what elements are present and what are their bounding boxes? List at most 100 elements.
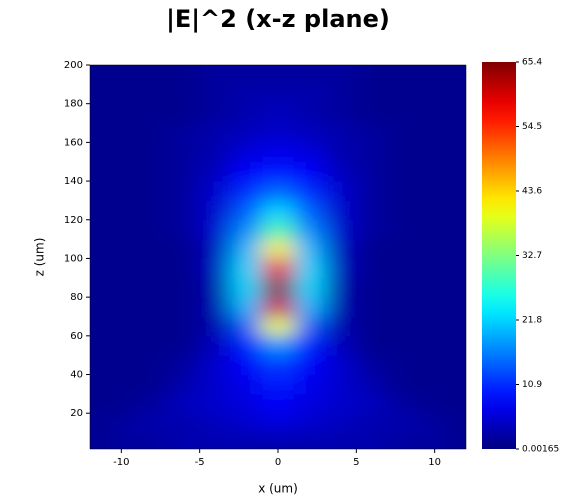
heat-cell	[262, 181, 295, 201]
heat-cell	[356, 335, 389, 356]
heat-cell	[356, 432, 389, 449]
heat-cell	[90, 181, 107, 201]
heat-cell	[168, 277, 201, 298]
heat-cell	[325, 123, 357, 143]
heat-cell	[105, 277, 138, 298]
heat-cell	[387, 432, 420, 449]
y-tick-label: 160	[64, 137, 83, 148]
heat-cell	[168, 374, 201, 395]
heat-cell	[137, 142, 169, 163]
heat-cell	[387, 258, 420, 279]
heat-cell	[262, 277, 295, 298]
heat-cell	[168, 200, 201, 221]
heat-cell	[90, 123, 107, 143]
heat-cell	[137, 335, 169, 356]
heat-cell	[450, 277, 466, 298]
heat-cell	[387, 219, 420, 240]
heat-cell	[137, 239, 169, 259]
heat-cell	[293, 374, 326, 395]
colorbar-tick-label: 32.7	[522, 251, 542, 261]
heat-cell	[168, 258, 201, 279]
colorbar-tick-label: 54.5	[522, 122, 542, 132]
heat-cell	[90, 161, 107, 182]
heat-cell	[356, 355, 389, 376]
heat-cell	[199, 103, 232, 124]
heat-cell	[199, 123, 232, 143]
heat-cell	[356, 219, 389, 240]
x-tick-label: 10	[428, 457, 441, 468]
heat-cell	[168, 316, 201, 337]
heat-cell	[325, 84, 357, 105]
heat-cell	[137, 103, 169, 124]
heat-cell	[137, 200, 169, 221]
heat-cell	[199, 297, 232, 317]
heat-cell	[325, 355, 357, 376]
heat-cell	[105, 161, 138, 182]
colorbar	[482, 62, 516, 449]
heat-cell	[325, 393, 357, 414]
heat-cell	[90, 103, 107, 124]
heat-cell	[231, 200, 263, 221]
heat-cell	[168, 103, 201, 124]
heat-cell	[137, 219, 169, 240]
heat-cell	[168, 123, 201, 143]
heat-cell	[293, 219, 326, 240]
heat-cell	[450, 84, 466, 105]
heat-cell	[231, 355, 263, 376]
heat-cell	[325, 219, 357, 240]
heat-cell	[105, 374, 138, 395]
y-tick-label: 200	[64, 60, 83, 71]
heat-cell	[199, 355, 232, 376]
heat-cell	[137, 277, 169, 298]
heat-cell	[105, 84, 138, 105]
heat-cell	[168, 432, 201, 449]
heat-cell	[293, 65, 326, 85]
heat-cell	[356, 200, 389, 221]
heat-cell	[293, 355, 326, 376]
heat-cell	[105, 335, 138, 356]
x-tick-label: -10	[113, 457, 129, 468]
heat-cell	[231, 239, 263, 259]
heat-cell	[325, 200, 357, 221]
heat-cell	[450, 374, 466, 395]
heat-cell	[262, 200, 295, 221]
heat-cell	[168, 393, 201, 414]
y-tick-label: 40	[70, 370, 83, 381]
heat-cell	[450, 161, 466, 182]
heat-cell	[356, 374, 389, 395]
heat-cell	[293, 181, 326, 201]
heat-cell	[293, 142, 326, 163]
heat-cell	[387, 181, 420, 201]
heat-cell	[325, 142, 357, 163]
heat-cell	[450, 335, 466, 356]
y-tick-label: 20	[70, 408, 83, 419]
heat-cell	[356, 393, 389, 414]
heat-cell	[450, 393, 466, 414]
heat-cell	[387, 65, 420, 85]
heat-cell	[387, 355, 420, 376]
heat-cell	[168, 142, 201, 163]
heat-cell	[168, 355, 201, 376]
heat-cell	[325, 374, 357, 395]
heat-cell	[199, 84, 232, 105]
y-axis-label: z (um)	[33, 238, 47, 277]
heat-cell	[105, 65, 138, 85]
heat-cell	[325, 316, 357, 337]
heat-cell	[325, 277, 357, 298]
heat-cell	[105, 181, 138, 201]
heat-cell	[262, 142, 295, 163]
heat-cell	[387, 84, 420, 105]
heat-cell	[105, 432, 138, 449]
heat-cell	[387, 239, 420, 259]
heat-cell	[293, 161, 326, 182]
heat-cell	[419, 65, 451, 85]
heat-cell	[450, 123, 466, 143]
heat-cell	[387, 393, 420, 414]
heat-cell	[199, 65, 232, 85]
heat-cell	[231, 413, 263, 434]
heat-cell	[356, 65, 389, 85]
heat-cell	[450, 432, 466, 449]
heat-cell	[387, 316, 420, 337]
heat-cell	[199, 239, 232, 259]
